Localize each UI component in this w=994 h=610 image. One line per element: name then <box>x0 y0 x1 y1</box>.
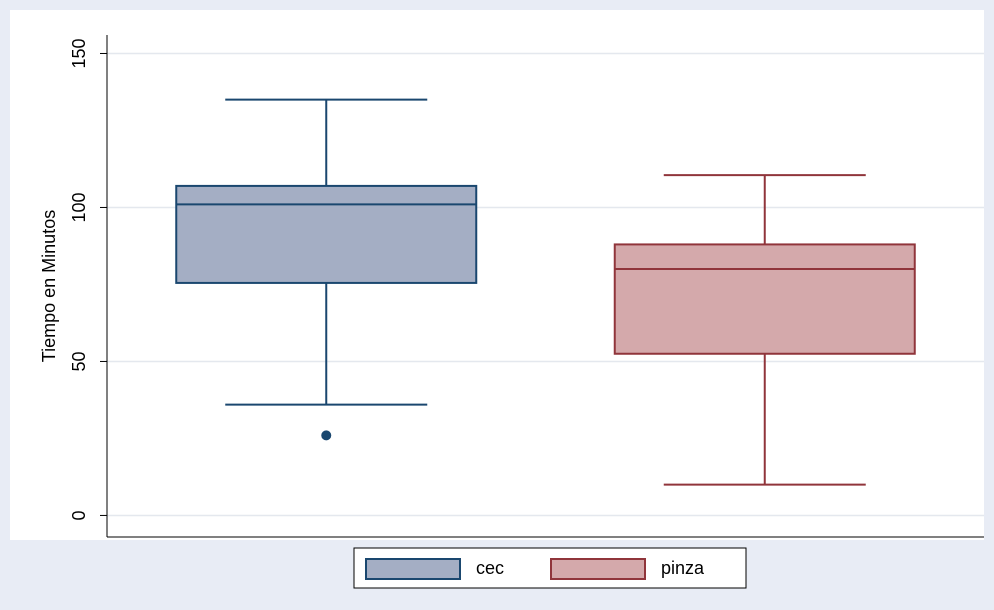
y-tick-label: 0 <box>69 510 89 520</box>
y-tick-label: 150 <box>69 38 89 68</box>
y-tick-label: 100 <box>69 192 89 222</box>
legend-label: pinza <box>661 558 705 578</box>
legend-label: cec <box>476 558 504 578</box>
box <box>613 243 916 355</box>
legend-swatch <box>550 558 646 580</box>
box <box>175 184 478 284</box>
legend-swatch <box>365 558 461 580</box>
y-tick-label: 50 <box>69 351 89 371</box>
y-axis-label: Tiempo en Minutos <box>39 210 59 362</box>
outlier <box>321 430 332 441</box>
